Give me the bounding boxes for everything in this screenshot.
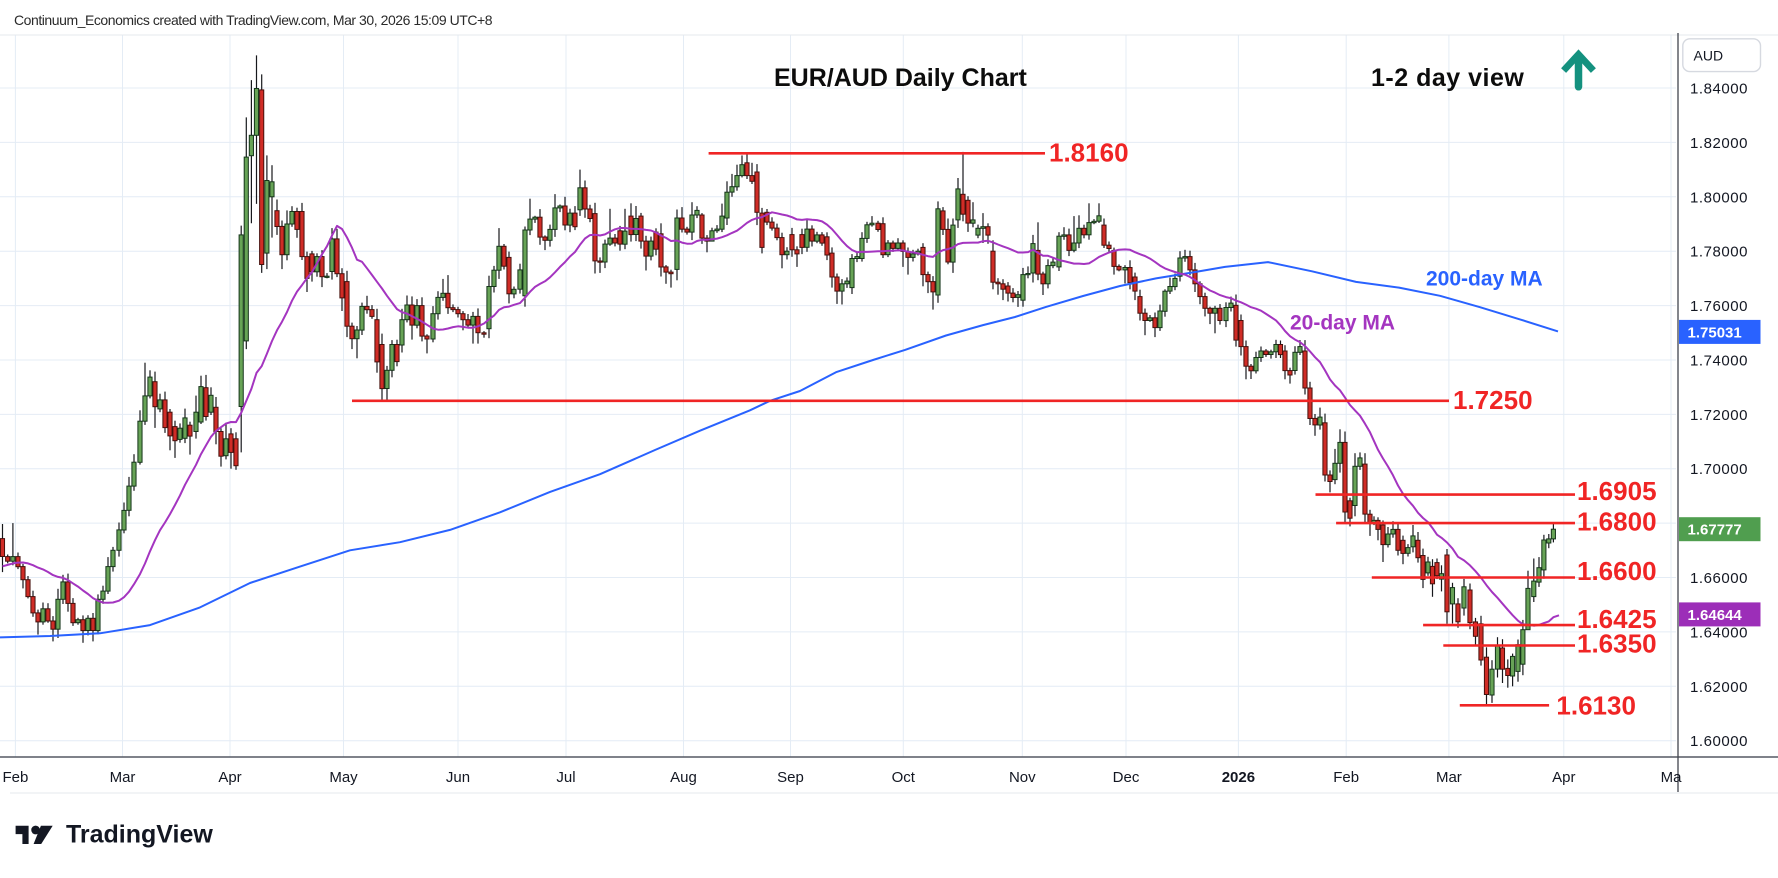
svg-text:1-2 day view: 1-2 day view [1371, 64, 1524, 92]
svg-text:2026: 2026 [1222, 769, 1255, 786]
svg-text:1.72000: 1.72000 [1690, 407, 1748, 424]
svg-text:1.82000: 1.82000 [1690, 135, 1748, 152]
svg-text:Mar: Mar [1436, 769, 1462, 786]
svg-text:1.6905: 1.6905 [1577, 476, 1657, 506]
svg-text:1.84000: 1.84000 [1690, 81, 1748, 98]
svg-text:Nov: Nov [1009, 769, 1036, 786]
svg-text:200-day MA: 200-day MA [1426, 268, 1543, 291]
svg-text:1.70000: 1.70000 [1690, 461, 1748, 478]
svg-text:1.6350: 1.6350 [1577, 629, 1657, 659]
svg-text:Sep: Sep [777, 769, 804, 786]
svg-text:1.66000: 1.66000 [1690, 570, 1748, 587]
svg-text:1.80000: 1.80000 [1690, 189, 1748, 206]
svg-text:EUR/AUD Daily Chart: EUR/AUD Daily Chart [774, 64, 1027, 92]
svg-text:Feb: Feb [2, 769, 28, 786]
svg-text:1.6600: 1.6600 [1577, 556, 1657, 586]
svg-text:1.64000: 1.64000 [1690, 624, 1748, 641]
svg-text:Apr: Apr [218, 769, 241, 786]
svg-text:Continuum_Economics created wi: Continuum_Economics created with Trading… [14, 12, 493, 28]
svg-text:May: May [329, 769, 358, 786]
svg-text:1.6130: 1.6130 [1556, 690, 1636, 720]
svg-text:20-day MA: 20-day MA [1290, 312, 1395, 335]
svg-text:Oct: Oct [892, 769, 916, 786]
svg-text:AUD: AUD [1694, 48, 1724, 64]
svg-text:Ma: Ma [1661, 769, 1682, 786]
svg-text:Dec: Dec [1113, 769, 1140, 786]
svg-text:1.78000: 1.78000 [1690, 244, 1748, 261]
svg-text:1.62000: 1.62000 [1690, 679, 1748, 696]
svg-text:TradingView: TradingView [66, 821, 213, 849]
svg-text:1.74000: 1.74000 [1690, 353, 1748, 370]
svg-text:Jul: Jul [556, 769, 575, 786]
svg-text:Jun: Jun [446, 769, 470, 786]
svg-text:1.7250: 1.7250 [1453, 385, 1533, 415]
svg-text:1.76000: 1.76000 [1690, 298, 1748, 315]
svg-text:1.6800: 1.6800 [1577, 506, 1657, 536]
svg-text:1.64644: 1.64644 [1688, 607, 1743, 624]
svg-text:Mar: Mar [110, 769, 136, 786]
svg-text:1.8160: 1.8160 [1049, 138, 1129, 168]
svg-text:Aug: Aug [670, 769, 697, 786]
svg-text:Apr: Apr [1552, 769, 1575, 786]
svg-text:Feb: Feb [1333, 769, 1359, 786]
svg-text:1.6425: 1.6425 [1577, 604, 1657, 634]
svg-text:1.75031: 1.75031 [1688, 324, 1742, 341]
svg-text:1.60000: 1.60000 [1690, 733, 1748, 750]
svg-text:1.67777: 1.67777 [1688, 522, 1742, 539]
